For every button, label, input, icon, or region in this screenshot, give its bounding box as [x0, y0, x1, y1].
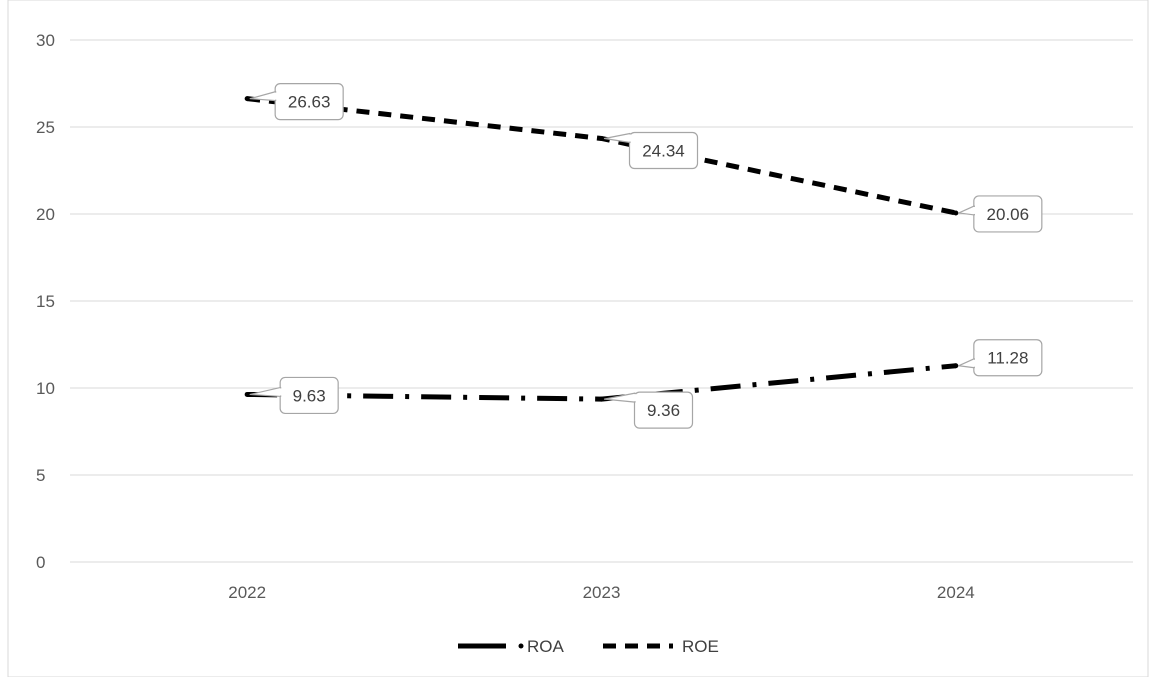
data-label-box [274, 83, 344, 121]
data-label-text: 20.06 [987, 205, 1030, 224]
data-point-roa [244, 391, 250, 397]
data-label-text: 9.63 [293, 386, 326, 405]
data-point-roa [599, 396, 604, 402]
data-label-roa: 11.28 [958, 339, 1043, 377]
y-tick-label: 0 [36, 553, 45, 572]
data-label-roa: 9.63 [249, 376, 339, 415]
y-tick-label: 25 [36, 118, 55, 137]
data-label-text: 9.36 [647, 401, 680, 420]
legend-item-roa: ROA [458, 637, 565, 656]
data-label-box [628, 131, 699, 170]
legend-item-roe: ROE [603, 637, 719, 656]
data-point-roa [953, 363, 959, 369]
data-label-roe: 20.06 [958, 195, 1043, 233]
legend-label: ROA [527, 637, 565, 656]
y-tick-label: 30 [36, 31, 55, 50]
data-label-roe: 26.63 [249, 83, 344, 121]
legend-label: ROE [682, 637, 719, 656]
data-point-roe [953, 210, 959, 216]
data-label-text: 11.28 [987, 349, 1028, 368]
y-tick-label: 15 [36, 292, 55, 311]
x-tick-label: 2024 [937, 583, 975, 602]
data-label-text: 24.34 [642, 141, 685, 160]
data-label-roe: 24.34 [603, 131, 699, 170]
y-tick-label: 5 [36, 466, 45, 485]
data-label-roa: 9.36 [603, 391, 694, 429]
data-label-box [633, 391, 694, 429]
y-tick-label: 20 [36, 205, 55, 224]
chart-border [7, 0, 1149, 677]
x-tick-label: 2023 [583, 583, 621, 602]
data-point-roe [244, 96, 250, 102]
data-label-text: 26.63 [288, 93, 331, 112]
data-point-roe [599, 135, 604, 141]
y-tick-label: 10 [36, 379, 55, 398]
data-label-box [973, 339, 1043, 377]
legend-swatch-dot [518, 643, 524, 649]
x-tick-label: 2022 [228, 583, 266, 602]
legend: ROA ROE [458, 637, 719, 656]
